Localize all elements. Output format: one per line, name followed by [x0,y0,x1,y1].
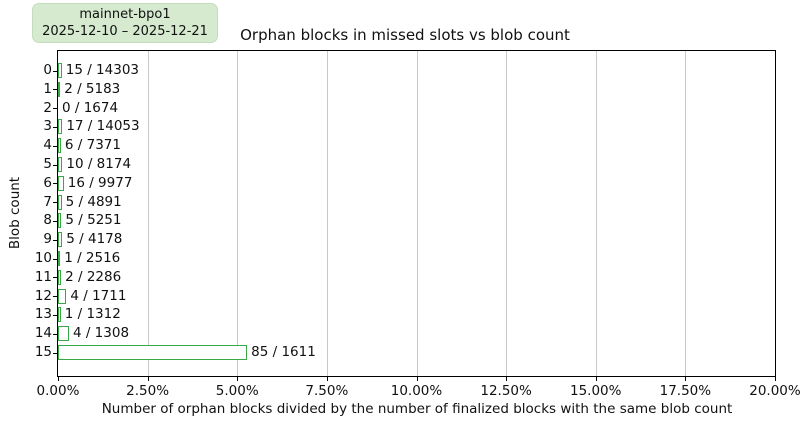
x-tick-label: 20.00% [749,383,801,399]
y-tick-mark [53,314,57,316]
x-tick-label: 2.50% [126,383,170,399]
y-tick-mark [53,239,57,241]
x-tick-mark [775,377,776,381]
y-tick-mark [53,183,57,185]
bar [58,138,61,154]
x-tick-mark [58,377,59,381]
y-tick-label: 7 [43,193,52,210]
y-tick-mark [53,258,57,260]
bar [58,345,248,360]
bar [58,269,62,285]
bar [58,175,64,191]
x-tick-mark [595,377,597,381]
plot-area: 15 / 14303 2 / 5183 0 / 1674 17 / 14053 6 / … [57,50,776,377]
bar-value-label: 5 / 4178 [66,231,123,248]
x-tick-label: 12.50% [480,383,532,399]
x-tick-label: 5.00% [215,383,259,399]
bar-value-label: 2 / 5183 [64,80,121,97]
bar-value-label: 15 / 14303 [65,62,140,78]
y-tick-label: 15 [34,344,52,360]
gridline [147,51,149,376]
bar-value-label: 17 / 14053 [66,118,140,135]
y-tick-label: 13 [34,306,52,323]
y-tick-label: 6 [43,174,52,191]
y-tick-label: 14 [34,325,52,342]
bar [58,157,63,172]
bar [58,288,67,304]
y-tick-label: 2 [43,99,52,116]
x-tick-mark [506,377,508,381]
y-tick-label: 0 [43,62,52,78]
y-tick-mark [53,220,57,222]
gridline [506,51,508,376]
gridline [416,51,418,376]
gridline [595,51,597,376]
bar [58,232,63,248]
gridline [237,51,239,376]
bar-value-label: 0 / 1674 [62,99,119,116]
y-tick-label: 11 [34,268,52,285]
y-tick-mark [53,296,57,298]
y-tick-label: 3 [43,118,52,135]
bar-value-label: 6 / 7371 [64,137,121,154]
x-tick-label: 17.50% [659,383,712,399]
bar-value-label: 4 / 1308 [72,325,130,342]
y-tick-label: 10 [34,250,52,266]
chart-title: Orphan blocks in missed slots vs blob co… [240,26,570,44]
bar [58,326,69,342]
bar-value-label: 1 / 2516 [64,250,121,266]
x-tick-mark [416,377,418,381]
y-tick-mark [53,70,57,72]
x-tick-label: 7.50% [305,383,349,399]
gridline [326,51,328,376]
y-tick-mark [53,202,57,204]
bar-value-label: 5 / 5251 [65,212,122,229]
x-tick-mark [685,377,687,381]
gridline [685,51,687,376]
y-tick-label: 12 [34,287,52,304]
x-tick-label: 10.00% [390,383,443,399]
x-tick-mark [147,377,149,381]
y-tick-mark [53,89,57,91]
bar [58,213,62,229]
y-tick-label: 5 [43,156,52,172]
y-tick-mark [53,108,57,110]
y-tick-label: 9 [43,231,52,248]
badge-date-range: 2025-12-10 – 2025-12-21 [42,24,208,39]
bar-value-label: 85 / 1611 [251,344,316,360]
y-tick-mark [53,352,57,354]
y-tick-mark [53,126,57,128]
y-tick-label: 4 [43,137,52,154]
x-tick-mark [326,377,328,381]
y-tick-label: 8 [43,212,52,229]
bar-value-label: 10 / 8174 [66,156,132,172]
bar-value-label: 5 / 4891 [65,193,122,210]
bar-value-label: 4 / 1711 [70,287,127,304]
y-tick-mark [53,164,57,166]
bar-value-label: 16 / 9977 [67,174,133,191]
bar [58,63,62,78]
bar [58,119,63,135]
x-tick-label: 15.00% [570,383,622,399]
bar-value-label: 2 / 2286 [65,268,122,285]
bar [58,251,61,266]
bar [58,307,61,323]
y-tick-mark [53,333,57,335]
date-range-badge: mainnet-bpo1 2025-12-10 – 2025-12-21 [32,3,218,43]
bar-value-label: 1 / 1312 [64,306,121,323]
y-tick-mark [53,277,57,279]
x-axis-label: Number of orphan blocks divided by the n… [101,401,733,417]
x-tick-label: 0.00% [36,383,80,399]
bar [58,194,62,210]
y-tick-label: 1 [43,80,52,97]
bar [58,81,61,97]
y-tick-mark [53,145,57,147]
x-tick-mark [237,377,239,381]
badge-network-name: mainnet-bpo1 [79,7,171,22]
